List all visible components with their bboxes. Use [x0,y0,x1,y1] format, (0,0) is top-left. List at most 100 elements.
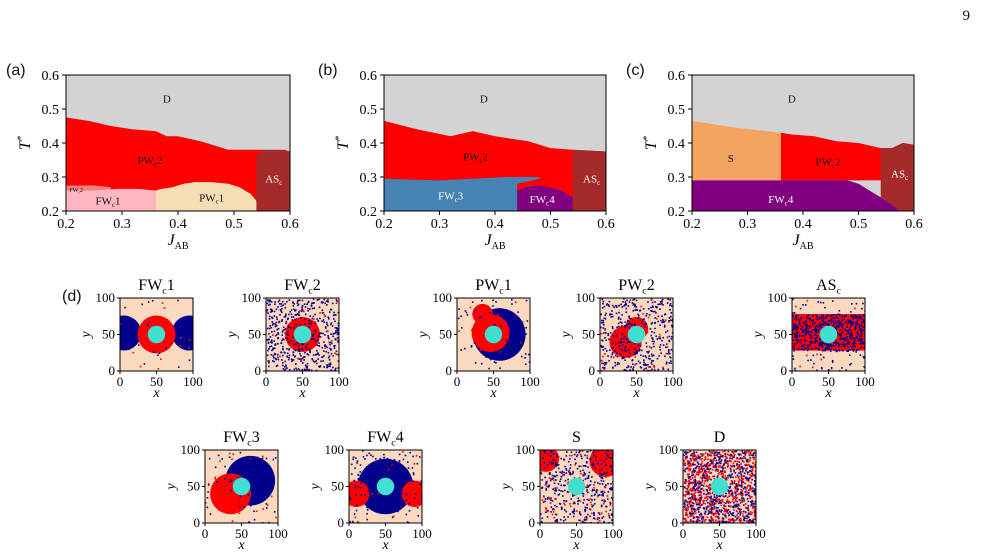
y-axis-label: y [499,483,514,492]
region-label-asc: ASc [891,168,908,181]
x-tick-label: 50 [630,374,643,389]
x-tick-label: 0.4 [169,217,187,232]
panel-label-a: (a) [6,62,26,79]
x-tick-label: 0 [597,374,604,389]
y-tick-label: 100 [576,290,596,305]
y-tick-label: 0.5 [42,103,60,118]
y-tick-label: 0 [338,515,345,530]
y-tick-label: 100 [96,290,116,305]
y-tick-label: 100 [242,290,262,305]
y-axis-label: y [416,331,431,340]
snapshot-title: PWc1 [475,277,511,297]
y-tick-label: 50 [331,479,344,494]
x-tick-label: 0.6 [905,217,923,232]
x-axis-label: x [489,386,497,401]
region-label-pwc2: PWc2 [463,151,488,164]
y-tick-label: 0.6 [360,69,378,84]
region-label-fwc1: FWc1 [95,196,120,209]
region-fwc4 [692,180,901,211]
region-label-asc: ASc [583,174,600,187]
y-tick-label: 0.2 [360,205,378,220]
y-tick-label: 100 [325,442,345,457]
obstacle-disk [147,325,166,344]
x-tick-label: 50 [235,526,248,541]
domain-blue [120,315,142,351]
x-axis-label: x [715,538,723,553]
y-tick-label: 0 [446,363,453,378]
region-label-fwc4: FWc4 [530,194,556,207]
snapshot-title: D [714,429,726,446]
region-asc [880,143,914,181]
snapshot-title: S [572,429,581,446]
x-axis-label: x [632,386,640,401]
y-tick-label: 50 [522,479,535,494]
x-tick-label: 0 [263,374,270,389]
y-tick-label: 100 [181,442,201,457]
snapshot-title: FWc1 [138,277,174,297]
panel-label-c: (c) [626,62,645,79]
obstacle-disk [293,325,312,344]
y-axis-label: T* [642,136,660,150]
snapshot-fwc1: FWc1 00 50 50 100 100 x y [79,277,203,401]
y-tick-label: 0.4 [668,137,686,152]
page-number: 9 [962,8,971,24]
x-tick-label: 0.6 [597,217,615,232]
x-axis-label: JAB [484,232,505,252]
obstacle-disk [710,477,729,496]
region-label-d: D [480,94,488,106]
snapshot-fwc4: FWc4 00 50 50 100 100 x y [308,429,432,553]
y-tick-label: 0.4 [360,137,378,152]
x-tick-label: 100 [268,526,288,541]
y-tick-label: 0.3 [42,171,60,186]
y-axis-label: y [225,331,240,340]
snapshot-fwc2: FWc2 00 50 50 100 100 x y [225,277,349,401]
domain-red [540,450,559,472]
y-tick-label: 0 [672,515,679,530]
x-tick-label: 0.6 [281,217,299,232]
x-tick-label: 0.3 [739,217,757,232]
y-tick-label: 0 [109,363,116,378]
x-tick-label: 0.2 [375,217,393,232]
y-tick-label: 100 [768,290,788,305]
region-asc [256,149,290,211]
x-tick-label: 0 [346,526,353,541]
region-label-s: S [728,153,734,165]
region-label-d: D [163,94,171,106]
y-tick-label: 0.6 [42,69,60,84]
obstacle-disk [232,477,251,496]
y-tick-label: 50 [582,327,595,342]
y-tick-label: 0 [781,363,788,378]
y-tick-label: 0 [589,363,596,378]
region-fwc1 [66,188,156,211]
x-tick-label: 0.5 [850,217,868,232]
x-tick-label: 0.5 [542,217,560,232]
snapshot-title: FWc2 [284,277,320,297]
y-tick-label: 50 [187,479,200,494]
domain-red [349,480,370,507]
phase-diagram-a: D PWc2 FWc2 FWc1 PWc1 ASc 0.2 0.3 0.4 0.5 0.6 0.2 0.… [16,69,299,252]
obstacle-disk [627,325,646,344]
y-axis-label: y [164,483,179,492]
y-tick-label: 0.6 [668,69,686,84]
x-tick-label: 0.2 [683,217,701,232]
x-tick-label: 100 [412,526,432,541]
x-axis-label: JAB [792,232,813,252]
x-tick-label: 0.3 [431,217,449,232]
x-tick-label: 100 [663,374,683,389]
snapshot-title: FWc3 [223,429,259,449]
y-tick-label: 100 [659,442,679,457]
x-tick-label: 0 [789,374,796,389]
x-tick-label: 0.3 [113,217,131,232]
x-tick-label: 100 [329,374,349,389]
y-axis-label: y [308,483,323,492]
obstacle-disk [567,477,586,496]
snapshot-s: S 00 50 50 100 100 x y [499,429,623,553]
snapshot-pwc2: PWc2 00 50 50 100 100 x y [559,277,683,401]
region-label-d: D [788,94,796,106]
region-pwc1 [155,182,268,211]
y-axis-label: y [642,483,657,492]
y-tick-label: 0.5 [668,103,686,118]
y-tick-label: 50 [774,327,787,342]
snapshot-title: FWc4 [367,429,403,449]
x-axis-label: x [824,386,832,401]
